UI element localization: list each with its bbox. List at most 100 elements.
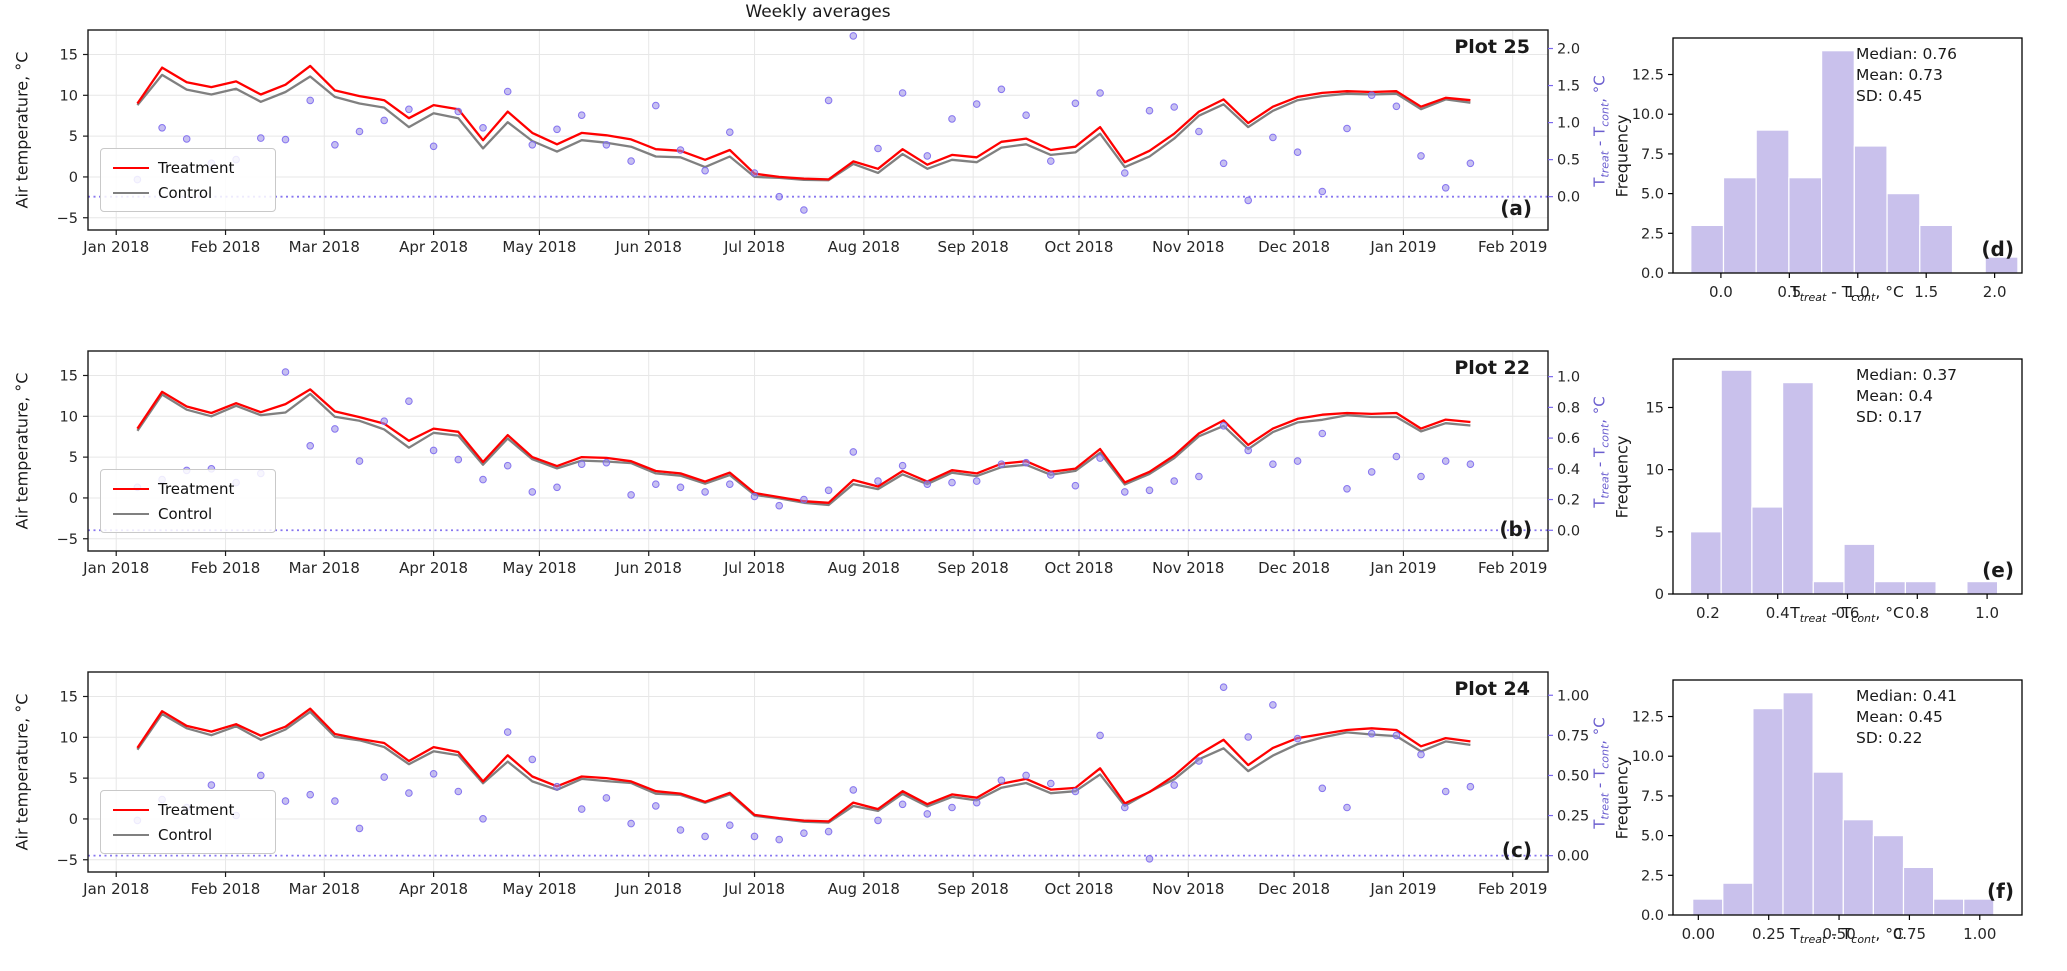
diff-point bbox=[997, 460, 1006, 469]
tick-label: Sep 2018 bbox=[938, 880, 1009, 898]
diff-point bbox=[997, 776, 1006, 785]
tick-label: Aug 2018 bbox=[828, 238, 900, 256]
tick-label: Mar 2018 bbox=[289, 880, 360, 898]
diff-point bbox=[824, 486, 833, 495]
stat-median: Median: 0.41 bbox=[1856, 687, 1958, 705]
legend-entry-treatment: Treatment bbox=[113, 155, 275, 180]
diff-point bbox=[1367, 729, 1376, 738]
diff-point bbox=[528, 755, 537, 764]
control-line bbox=[136, 392, 1471, 507]
diff-point bbox=[1219, 422, 1228, 430]
tick-label: Apr 2018 bbox=[399, 559, 468, 577]
tick-label: Apr 2018 bbox=[399, 880, 468, 898]
tick-label: Jan 2019 bbox=[1369, 238, 1436, 256]
stat-median: Median: 0.37 bbox=[1856, 366, 1958, 384]
diff-point bbox=[429, 142, 438, 151]
diff-point bbox=[1244, 196, 1252, 205]
tick-label: 0.75 bbox=[1893, 925, 1926, 943]
treatment-line bbox=[136, 388, 1471, 504]
diff-point bbox=[380, 417, 389, 426]
treatment-line bbox=[136, 64, 1471, 181]
tick-label: May 2018 bbox=[502, 238, 576, 256]
diff-point bbox=[182, 135, 191, 143]
hist-bars bbox=[1690, 50, 2019, 274]
hist-bar bbox=[1932, 898, 1965, 916]
hist-bar bbox=[1782, 692, 1814, 916]
tick-label: 0.0 bbox=[1641, 266, 1664, 282]
tick-label: Sep 2018 bbox=[938, 238, 1009, 256]
legend-entry-treatment: Treatment bbox=[113, 476, 275, 501]
hist-bar bbox=[1788, 177, 1823, 274]
diff-point bbox=[1417, 152, 1425, 160]
diff-point bbox=[898, 800, 907, 809]
diff-point bbox=[701, 488, 709, 496]
diff-point bbox=[528, 141, 537, 149]
tick-label: 0.00 bbox=[1682, 925, 1715, 943]
tick-label: Nov 2018 bbox=[1152, 880, 1224, 898]
plot-box bbox=[1672, 37, 2023, 274]
diff-point bbox=[1466, 782, 1475, 791]
diff-point bbox=[281, 368, 290, 376]
histogram-panel-(f): 0.0 2.5 5.0 7.5 10.0 12.5 0.00 0.25 0.50 0.75 1.00 bbox=[1632, 679, 2023, 943]
diff-point bbox=[1145, 486, 1154, 495]
diff-point bbox=[1244, 733, 1252, 741]
diff-point bbox=[306, 96, 315, 105]
tick-label: 0.5 bbox=[1557, 153, 1580, 169]
treatment-line-sample bbox=[113, 808, 149, 811]
tick-label: Feb 2019 bbox=[1478, 559, 1548, 577]
tick-label: 0.2 bbox=[1557, 493, 1580, 509]
diff-point bbox=[1071, 99, 1080, 108]
tick-label: Jun 2018 bbox=[615, 238, 682, 256]
diff-point bbox=[997, 85, 1006, 94]
axis-ticks bbox=[83, 695, 1514, 877]
tick-label: 15 bbox=[60, 368, 78, 384]
plot-title-a: Plot 25 bbox=[1454, 36, 1530, 58]
tick-label: 12.5 bbox=[1632, 68, 1664, 84]
corner-label-c: (c) bbox=[1501, 838, 1532, 862]
hist-stats-f: Median: 0.41 Mean: 0.45 SD: 0.22 bbox=[1856, 686, 1957, 749]
diff-point bbox=[627, 491, 635, 499]
hist-bar bbox=[1820, 50, 1855, 274]
tick-label: Oct 2018 bbox=[1045, 559, 1114, 577]
diff-point bbox=[429, 446, 438, 455]
tick-label: 0.50 bbox=[1822, 925, 1855, 943]
timeseries-panel-(c): −5 0 5 10 15 Jan 2018 Feb 2018 Mar 2018 Apr 2018… bbox=[57, 671, 1589, 898]
diff-point bbox=[1219, 159, 1228, 168]
treatment-line bbox=[136, 707, 1471, 823]
diff-point bbox=[676, 483, 685, 492]
right-axis-ticks bbox=[1548, 694, 1553, 857]
hist-bar bbox=[1781, 382, 1814, 595]
diff-point bbox=[1343, 124, 1351, 133]
diff-point bbox=[1195, 757, 1203, 765]
tick-label: Jan 2019 bbox=[1369, 880, 1436, 898]
figure-title: Weekly averages bbox=[745, 2, 891, 22]
diff-point bbox=[577, 111, 586, 119]
hist-stats-e: Median: 0.37 Mean: 0.4 SD: 0.17 bbox=[1856, 365, 1957, 428]
diff-point bbox=[553, 483, 561, 492]
tick-label: 10 bbox=[60, 88, 78, 104]
diff-point bbox=[874, 144, 882, 153]
tick-label: 0.75 bbox=[1557, 728, 1589, 744]
diff-point bbox=[972, 477, 981, 485]
diff-point bbox=[257, 771, 265, 780]
hist-bar bbox=[1751, 506, 1784, 595]
diff-point bbox=[1466, 460, 1475, 469]
timeseries-panel-(a): −5 0 5 10 15 Jan 2018 Feb 2018 Mar 2018 Apr 2018… bbox=[57, 29, 1580, 256]
tick-label: 0.2 bbox=[1696, 604, 1720, 622]
diff-point bbox=[1269, 701, 1277, 709]
tick-label: 2.5 bbox=[1641, 226, 1664, 242]
axis-ticks bbox=[1668, 715, 1981, 920]
stat-mean: Mean: 0.45 bbox=[1856, 708, 1943, 726]
tick-label: Nov 2018 bbox=[1152, 238, 1224, 256]
tick-label: Feb 2018 bbox=[191, 880, 261, 898]
histogram-panel-(d): 0.0 2.5 5.0 7.5 10.0 12.5 0.0 0.5 1.0 1.5 2.0 bbox=[1632, 37, 2023, 301]
tick-label: 2.5 bbox=[1641, 868, 1664, 884]
tick-label: 15 bbox=[60, 689, 78, 705]
histogram-panel-(e): 0 5 10 15 0.2 0.4 0.6 0.8 1.0 bbox=[1646, 358, 2023, 622]
diff-point bbox=[1121, 488, 1129, 496]
hist-bar bbox=[1902, 866, 1935, 916]
tick-label: 0 bbox=[69, 812, 78, 828]
right-axis-ticks bbox=[1548, 47, 1553, 198]
tick-label: 15 bbox=[60, 47, 78, 63]
